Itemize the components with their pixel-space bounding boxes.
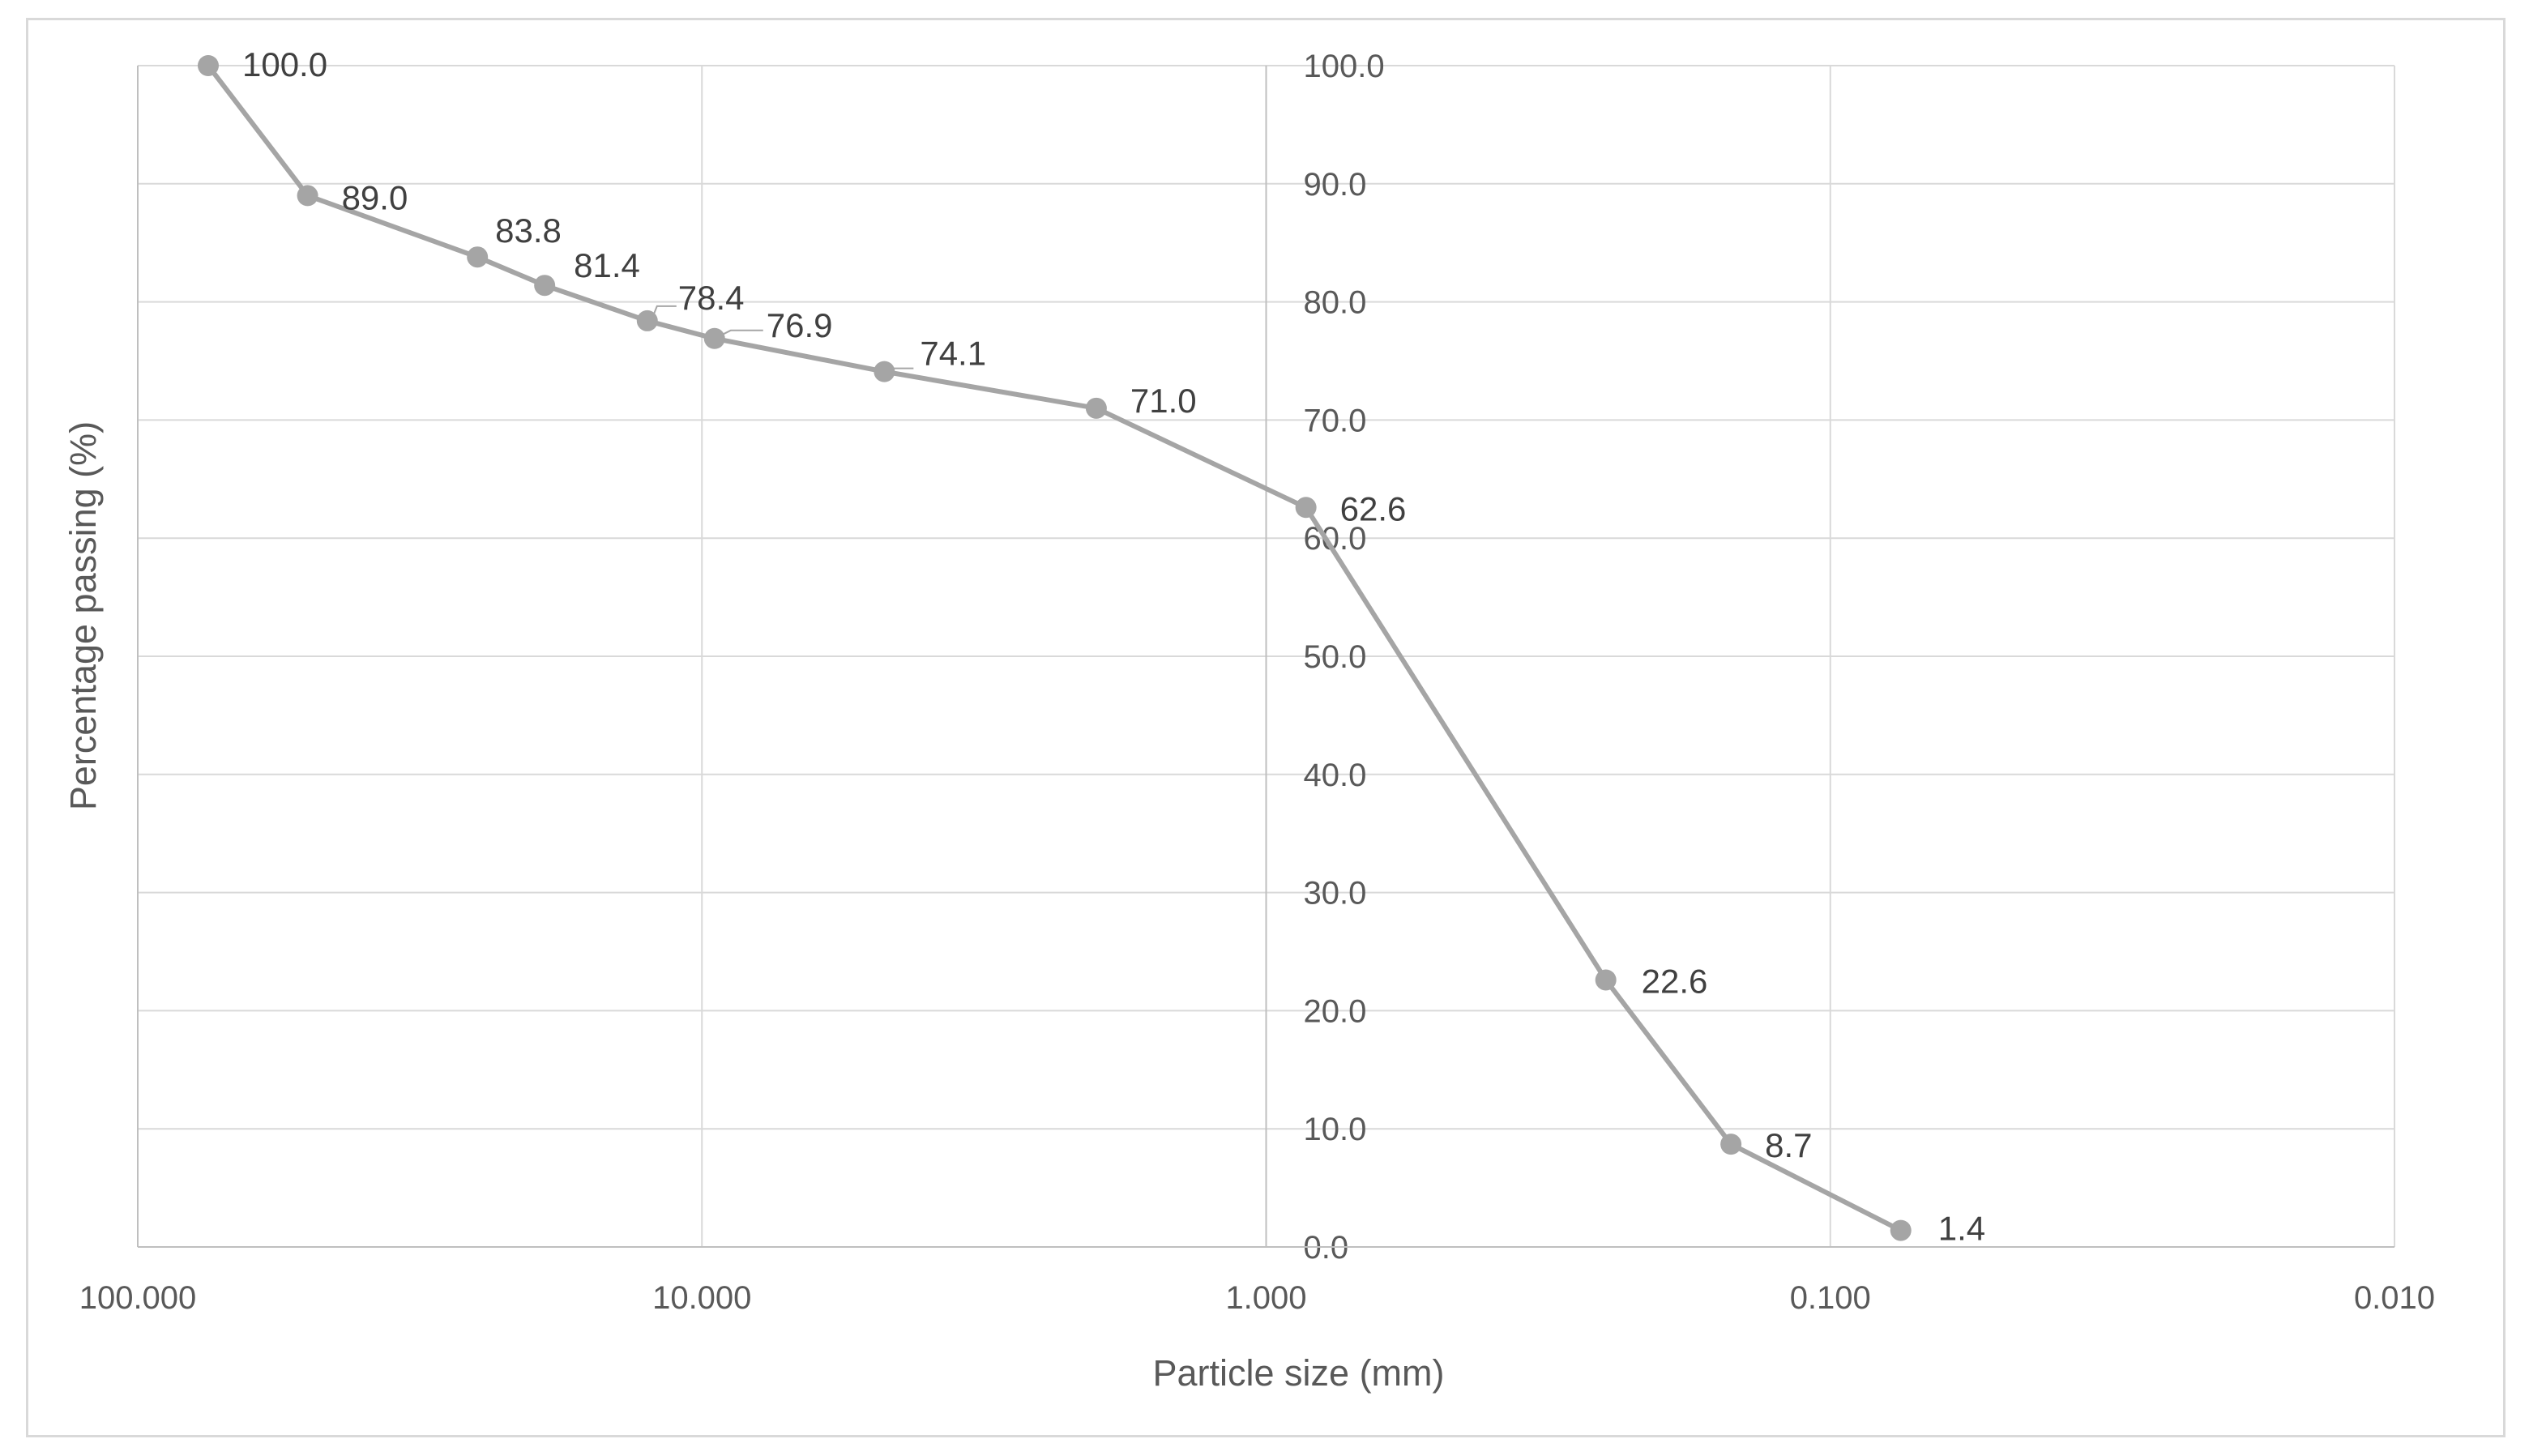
data-labels: 100.0 89.0 83.8 81.4 78.4 76.9 74.1 71.0 62.6 22.…	[242, 45, 1985, 1248]
x-tick-label: 100.000	[79, 1280, 197, 1316]
data-point	[1295, 497, 1317, 519]
series	[197, 55, 1912, 1241]
series-line	[206, 64, 1903, 1233]
data-point	[1720, 1134, 1742, 1155]
y-tick-label: 50.0	[1304, 639, 1367, 675]
y-tick-label: 30.0	[1304, 876, 1367, 912]
y-tick-label: 100.0	[1304, 49, 1385, 84]
data-label: 8.7	[1765, 1126, 1812, 1164]
x-tick-label: 10.000	[652, 1280, 751, 1316]
y-tick-label: 10.0	[1304, 1112, 1367, 1147]
x-tick-label: 0.010	[2354, 1280, 2435, 1316]
x-tick-label: 1.000	[1225, 1280, 1306, 1316]
y-tick-label: 70.0	[1304, 403, 1367, 438]
y-tick-label: 40.0	[1304, 758, 1367, 793]
data-label: 76.9	[767, 306, 833, 344]
data-point	[636, 310, 658, 331]
data-label: 74.1	[920, 335, 986, 373]
y-tick-label: 80.0	[1304, 285, 1367, 321]
data-label: 89.0	[342, 178, 408, 216]
data-label: 1.4	[1938, 1210, 1985, 1248]
y-axis-title: Percentage passing (%)	[62, 421, 104, 810]
data-label: 22.6	[1642, 962, 1708, 1000]
data-point	[534, 275, 556, 297]
data-point	[1595, 969, 1617, 991]
data-point	[197, 55, 219, 76]
data-point	[467, 246, 489, 268]
data-label: 71.0	[1130, 382, 1197, 420]
x-axis-title: Particle size (mm)	[1152, 1352, 1444, 1394]
data-label: 78.4	[678, 279, 745, 317]
data-label: 62.6	[1340, 489, 1407, 527]
grid	[138, 65, 2395, 1247]
data-label: 81.4	[574, 246, 640, 284]
data-point	[1890, 1219, 1912, 1241]
x-tick-label: 0.100	[1790, 1280, 1871, 1316]
data-point	[1085, 397, 1107, 419]
label-leader-line	[720, 329, 763, 336]
axes: 0.010.020.030.040.050.060.070.080.090.01…	[79, 49, 2435, 1316]
y-tick-label: 90.0	[1304, 167, 1367, 203]
data-point	[297, 185, 318, 207]
y-tick-label: 20.0	[1304, 993, 1367, 1029]
data-point	[703, 327, 725, 349]
label-leader-line	[652, 305, 677, 315]
data-point	[874, 361, 895, 382]
data-label: 83.8	[495, 211, 562, 250]
data-label: 100.0	[242, 45, 327, 83]
